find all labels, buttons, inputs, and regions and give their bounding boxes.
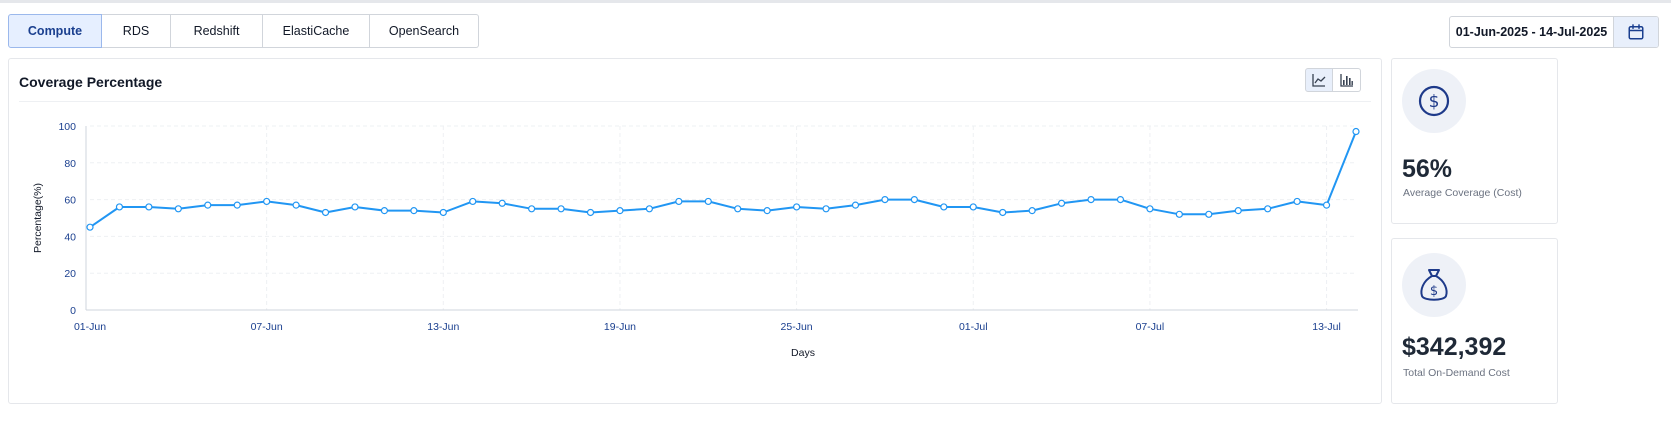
data-point: [881, 196, 889, 204]
x-tick-label: 01-Jul: [959, 321, 988, 333]
tab-elasticache[interactable]: ElastiCache: [263, 14, 370, 48]
x-tick-label: 01-Jun: [74, 321, 106, 333]
data-point: [734, 205, 742, 213]
bar-chart-icon: [1339, 74, 1353, 87]
data-point: [1057, 199, 1066, 207]
x-tick-label: 25-Jun: [781, 321, 813, 333]
tab-compute[interactable]: Compute: [8, 14, 102, 48]
data-point: [557, 205, 565, 213]
on-demand-cost-value: $342,392: [1402, 333, 1507, 361]
data-point: [1264, 205, 1272, 213]
series-line: [89, 131, 1357, 229]
data-point: [1352, 127, 1360, 136]
data-point: [263, 197, 271, 206]
top-border: [0, 0, 1671, 3]
average-coverage-card: $ 56% Average Coverage (Cost): [1391, 58, 1558, 224]
data-point: [763, 207, 771, 215]
service-tabs: Compute RDS Redshift ElastiCache OpenSea…: [8, 14, 479, 48]
data-point: [1293, 197, 1301, 206]
x-tick-label: 13-Jul: [1312, 321, 1341, 333]
money-bag-icon: $: [1420, 269, 1448, 301]
card-divider: [19, 101, 1371, 102]
date-range-value[interactable]: 01-Jun-2025 - 14-Jul-2025: [1455, 25, 1608, 39]
data-point: [174, 205, 182, 213]
data-point: [822, 205, 830, 213]
coverage-chart-card: 0 20 40 60 80 100 01-Jun 07-Jun 13-Jun 19-Jun 25-J…: [8, 58, 1382, 404]
data-point: [86, 223, 94, 231]
x-tick-label: 13-Jun: [427, 321, 459, 333]
date-range-picker[interactable]: 01-Jun-2025 - 14-Jul-2025: [1449, 16, 1659, 48]
data-point: [1322, 201, 1331, 209]
data-point: [999, 208, 1007, 217]
y-tick-label: 40: [64, 231, 76, 243]
bar-view-button[interactable]: [1333, 68, 1361, 92]
data-point: [1175, 210, 1183, 218]
chart-title: Coverage Percentage: [19, 74, 163, 90]
svg-text:$: $: [1430, 284, 1438, 299]
data-point: [940, 203, 948, 211]
data-point: [1028, 207, 1036, 215]
data-point: [793, 203, 801, 211]
data-point: [851, 201, 860, 209]
average-coverage-label: Average Coverage (Cost): [1403, 187, 1522, 199]
calendar-button[interactable]: [1613, 17, 1658, 47]
data-point: [115, 203, 124, 211]
svg-text:$: $: [1429, 92, 1440, 112]
data-point: [528, 205, 536, 213]
line-chart-icon: [1312, 74, 1326, 87]
tab-opensearch[interactable]: OpenSearch: [370, 14, 479, 48]
average-coverage-value: 56%: [1402, 155, 1453, 183]
calendar-icon: [1628, 24, 1644, 40]
data-point: [351, 203, 359, 211]
data-point: [1234, 207, 1242, 215]
y-tick-label: 20: [64, 268, 76, 280]
data-point: [616, 207, 624, 215]
y-tick-label: 100: [58, 121, 76, 133]
x-tick-label: 07-Jun: [251, 321, 283, 333]
data-point: [675, 197, 683, 206]
stat-icon-circle: $: [1402, 69, 1466, 133]
chart-view-toggle: [1305, 68, 1361, 92]
y-tick-label: 80: [64, 158, 76, 170]
data-point: [645, 205, 653, 213]
on-demand-cost-card: $ $342,392 Total On-Demand Cost: [1391, 238, 1558, 404]
data-point: [498, 199, 506, 207]
data-point: [233, 201, 241, 209]
data-point: [910, 196, 918, 204]
line-view-button[interactable]: [1305, 68, 1333, 92]
data-point: [145, 203, 153, 211]
x-tick-label: 19-Jun: [604, 321, 636, 333]
stat-icon-circle: $: [1402, 253, 1466, 317]
x-axis-label: Days: [791, 347, 815, 359]
coverage-line-chart: 0 20 40 60 80 100 01-Jun 07-Jun 13-Jun 19-Jun 25-J…: [32, 121, 1360, 359]
data-point: [380, 207, 389, 215]
data-point: [969, 203, 977, 211]
y-axis-label: Percentage(%): [32, 183, 44, 253]
data-point: [586, 208, 595, 217]
data-point: [321, 208, 330, 217]
data-point: [410, 207, 418, 215]
data-point: [292, 201, 300, 209]
tab-rds[interactable]: RDS: [102, 14, 171, 48]
data-point: [439, 208, 447, 217]
data-point: [204, 201, 212, 209]
data-point: [704, 197, 712, 206]
tab-redshift[interactable]: Redshift: [171, 14, 263, 48]
x-tick-label: 07-Jul: [1136, 321, 1165, 333]
data-point: [1116, 196, 1125, 204]
data-point: [1205, 210, 1213, 218]
data-point: [1087, 196, 1095, 204]
y-tick-label: 0: [70, 305, 76, 317]
y-tick-label: 60: [64, 195, 76, 207]
data-point: [469, 197, 477, 206]
on-demand-cost-label: Total On-Demand Cost: [1403, 367, 1510, 379]
data-point: [1146, 205, 1154, 213]
dollar-circle-icon: $: [1418, 85, 1450, 117]
